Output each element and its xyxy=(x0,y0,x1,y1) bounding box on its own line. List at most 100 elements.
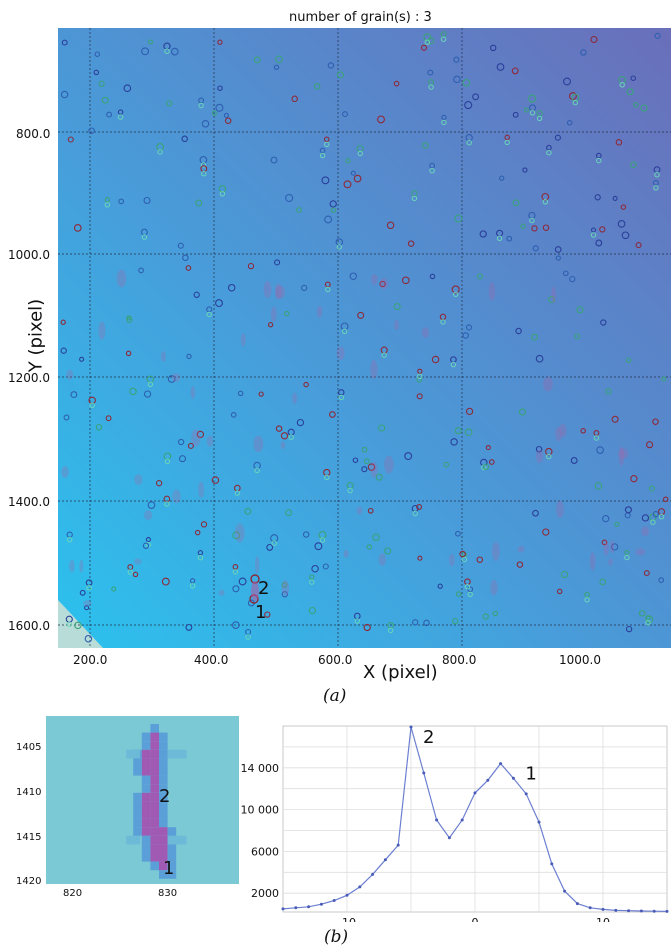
diffuse-streak xyxy=(371,273,378,285)
profile-x-tick: 10 xyxy=(596,916,610,922)
spot-marker xyxy=(74,621,82,630)
spot-marker xyxy=(499,175,505,181)
spot-marker xyxy=(535,354,544,363)
spot-marker xyxy=(645,620,651,626)
spot-marker xyxy=(420,44,428,51)
diffuse-streak xyxy=(556,500,564,518)
spot-marker xyxy=(492,610,499,617)
spot-marker xyxy=(349,272,358,280)
spot-marker xyxy=(88,127,95,134)
spot-marker xyxy=(594,194,601,201)
spot-marker xyxy=(143,390,152,398)
spot-marker xyxy=(546,144,552,151)
spot-marker xyxy=(266,543,274,551)
spot-marker xyxy=(472,93,480,101)
spot-marker xyxy=(270,534,279,543)
pixel-cell xyxy=(150,758,159,767)
spot-marker xyxy=(654,32,661,39)
spot-marker xyxy=(189,578,196,584)
spot-marker xyxy=(285,193,294,203)
diffuse-streak xyxy=(608,558,613,566)
spot-marker xyxy=(646,441,654,449)
zoom-label-2: 2 xyxy=(159,786,171,807)
spot-marker xyxy=(325,286,331,293)
spot-marker xyxy=(193,291,200,298)
profile-point xyxy=(345,893,349,897)
spot-marker xyxy=(461,556,468,563)
spot-marker xyxy=(319,147,326,154)
diffuse-streak xyxy=(292,392,298,405)
profile-point xyxy=(371,872,375,876)
spot-marker xyxy=(532,245,539,252)
diffuse-streak xyxy=(379,278,389,290)
spot-marker xyxy=(330,207,337,214)
spot-marker xyxy=(201,171,207,177)
spot-marker xyxy=(427,69,434,76)
spot-marker xyxy=(431,355,440,364)
diffuse-streak xyxy=(98,321,106,340)
spot-marker xyxy=(324,141,330,148)
spot-marker xyxy=(234,490,241,496)
spot-marker xyxy=(437,583,443,589)
caption-a: (a) xyxy=(323,686,347,706)
spot-marker xyxy=(464,101,473,110)
spot-marker xyxy=(571,93,580,102)
diffuse-streak xyxy=(83,600,92,607)
spot-marker xyxy=(416,377,422,383)
spot-marker xyxy=(327,62,335,69)
spot-marker xyxy=(443,461,450,468)
pixel-cell xyxy=(150,741,159,750)
spot-marker xyxy=(417,555,423,561)
spot-marker xyxy=(462,332,469,339)
diffuse-streak xyxy=(275,285,286,299)
pixel-cell xyxy=(150,767,159,776)
spot-marker xyxy=(393,303,401,311)
diffuse-streak xyxy=(66,369,74,380)
spot-marker xyxy=(198,102,204,109)
pixel-cell xyxy=(150,861,159,871)
spot-marker xyxy=(311,564,319,573)
spot-marker xyxy=(352,457,359,463)
spot-marker xyxy=(645,615,651,621)
spot-marker xyxy=(324,215,333,224)
pixel-cell xyxy=(150,749,159,759)
spot-marker xyxy=(238,577,247,586)
x-tick-400: 400.0 xyxy=(194,653,229,667)
spot-marker xyxy=(275,425,283,432)
pixel-cell xyxy=(133,767,142,776)
spot-marker xyxy=(465,324,473,331)
peak-label-2: 2 xyxy=(423,727,434,748)
spot-marker xyxy=(147,39,154,45)
spot-marker xyxy=(411,195,418,202)
spot-marker xyxy=(620,204,627,210)
spot-marker xyxy=(98,80,105,87)
spot-marker xyxy=(232,585,240,593)
spot-marker xyxy=(157,149,163,155)
spot-marker xyxy=(84,605,90,611)
zoom-y-tick-1420: 1420 xyxy=(16,876,42,887)
spot-marker xyxy=(590,35,598,44)
spot-marker xyxy=(217,85,223,91)
spot-marker xyxy=(602,515,610,523)
pixel-cell xyxy=(167,749,177,759)
spot-marker xyxy=(167,375,176,383)
pixel-cell xyxy=(159,835,168,845)
spot-marker xyxy=(125,350,132,357)
spot-marker xyxy=(206,311,212,318)
spot-marker xyxy=(309,574,315,580)
spot-marker xyxy=(641,514,650,522)
diffuse-streak xyxy=(79,559,84,573)
spot-marker xyxy=(267,322,274,328)
spot-marker xyxy=(223,112,229,118)
spot-marker xyxy=(340,322,349,331)
diffuse-streak xyxy=(271,306,277,323)
spot-marker xyxy=(185,265,192,271)
spot-marker xyxy=(138,267,144,274)
spot-marker xyxy=(341,328,348,335)
spot-marker xyxy=(506,235,513,242)
spot-marker xyxy=(453,75,461,84)
spot-marker xyxy=(237,390,244,397)
spot-marker xyxy=(283,310,290,317)
spot-marker xyxy=(375,473,383,481)
profile-point xyxy=(639,909,643,913)
